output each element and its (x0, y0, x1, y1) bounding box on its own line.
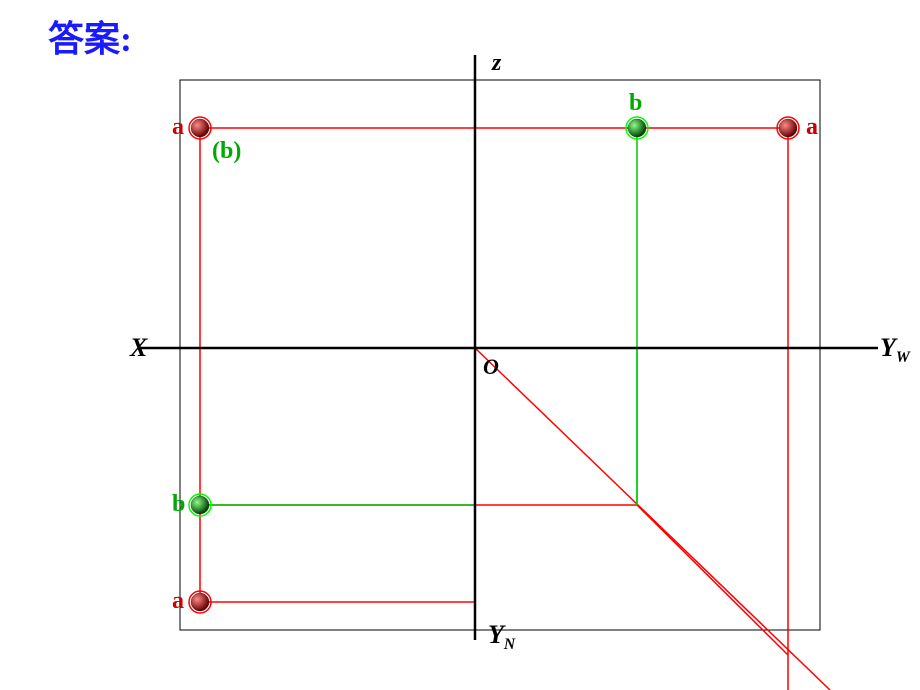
red-construction-line (475, 348, 830, 690)
point-label-b-paren: (b) (212, 138, 241, 165)
red-construction-line (637, 505, 788, 655)
diagram-frame (180, 80, 820, 630)
yn-axis-label: YN (488, 620, 515, 654)
point-label-a-top-left: a (172, 114, 184, 141)
point-a-bot-left (191, 593, 209, 611)
x-axis-label: X (130, 333, 147, 363)
point-label-a-top-right: a (806, 114, 818, 141)
point-a-top-left (191, 119, 209, 137)
point-b-top (628, 119, 646, 137)
z-axis-label: z (492, 50, 501, 77)
yw-axis-label: YW (880, 333, 910, 367)
point-b-left (191, 496, 209, 514)
point-a-top-right (779, 119, 797, 137)
point-label-b-top: b (629, 90, 642, 117)
point-label-b-left: b (172, 491, 185, 518)
point-label-a-bot-left: a (172, 588, 184, 615)
origin-label: O (483, 354, 499, 380)
